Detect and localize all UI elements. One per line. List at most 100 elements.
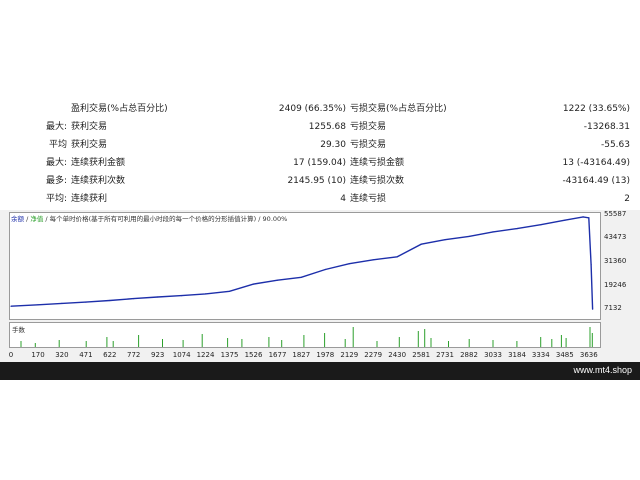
x-tick-label: 3636: [579, 351, 598, 359]
balance-point: [348, 263, 350, 265]
y-tick-label: 55587: [604, 209, 627, 218]
volume-bar: [58, 340, 60, 347]
balance-point: [588, 217, 590, 219]
stat-loss-name: 连续亏损金额: [350, 158, 405, 168]
balance-point: [61, 302, 63, 304]
statistics-table: 盈利交易(%占总百分比) 2409 (66.35%) 亏损交易(%占总百分比) 122…: [0, 100, 640, 210]
x-tick-label: 1074: [172, 351, 191, 359]
volume-chart-plot: [20, 327, 593, 347]
balance-point: [396, 256, 398, 258]
stat-win-value: 29.30: [320, 140, 346, 150]
x-tick-label: 3334: [531, 351, 550, 359]
x-tick-label: 923: [151, 351, 165, 359]
y-tick-label: 31360: [604, 257, 627, 265]
balance-point: [444, 239, 446, 241]
volume-bar: [85, 341, 87, 347]
volume-bar: [448, 341, 449, 347]
volume-bar: [34, 343, 36, 347]
volume-bar: [20, 341, 22, 347]
balance-point: [85, 301, 87, 303]
x-tick-label: 1224: [196, 351, 215, 359]
stat-win-value: 1255.68: [308, 122, 346, 132]
balance-point: [372, 259, 374, 261]
stat-win-name: 盈利交易(%占总百分比): [71, 104, 168, 114]
y-tick-label: 43473: [604, 233, 627, 242]
balance-point: [109, 299, 111, 302]
volume-bar: [551, 339, 553, 347]
balance-point: [276, 279, 279, 281]
x-tick-label: 1978: [316, 351, 335, 359]
volume-bar: [516, 341, 518, 347]
balance-point: [181, 295, 183, 297]
stat-loss-value: -55.63: [600, 140, 630, 150]
stat-loss-name: 亏损交易(%占总百分比): [350, 104, 447, 114]
volume-bar: [589, 327, 591, 347]
balance-point: [564, 219, 566, 221]
volume-bar: [417, 331, 419, 347]
stat-loss-value: -43164.49 (13): [562, 176, 630, 186]
x-tick-label: 2731: [436, 351, 454, 359]
stat-loss-value: 2: [624, 194, 630, 204]
x-tick-label: 2129: [340, 351, 359, 359]
balance-line: [10, 216, 594, 310]
balance-point: [468, 235, 470, 237]
stat-row: 最大: 获利交易 1255.68 亏损交易 -13268.31: [0, 118, 640, 136]
balance-point: [590, 264, 592, 266]
stat-prefix: 最大:: [45, 158, 67, 168]
x-tick-label: 0: [8, 351, 14, 359]
stat-row: 盈利交易(%占总百分比) 2409 (66.35%) 亏损交易(%占总百分比) 122…: [0, 100, 640, 118]
balance-point: [133, 298, 135, 300]
stat-win-name: 获利交易: [71, 140, 108, 150]
stat-prefix: 平均: [48, 140, 67, 150]
x-tick-label: 1677: [268, 351, 287, 359]
volume-label: 手数: [12, 326, 25, 334]
balance-point: [516, 228, 518, 230]
volume-bar: [241, 339, 243, 347]
stat-row: 最大: 连续获利金额 17 (159.04) 连续亏损金额 13 (-43164.49): [0, 154, 640, 172]
stat-prefix: 最大:: [45, 122, 67, 132]
stat-loss-value: 13 (-43164.49): [562, 158, 630, 168]
x-tick-label: 2430: [388, 351, 407, 359]
volume-bar: [201, 334, 203, 347]
x-tick-label: 170: [31, 351, 45, 359]
stat-win-name: 连续获利金额: [71, 158, 126, 168]
site-watermark: www.mt4.shop: [573, 365, 632, 375]
balance-point: [37, 304, 39, 306]
volume-bar: [138, 335, 140, 347]
stat-row: 最多: 连续获利次数 2145.95 (10) 连续亏损次数 -43164.49 (13…: [0, 172, 640, 190]
stat-loss-name: 连续亏损次数: [350, 176, 405, 186]
x-tick-label: 1526: [244, 351, 263, 359]
balance-point: [592, 308, 594, 310]
x-tick-label: 622: [103, 351, 117, 359]
volume-bar: [182, 340, 184, 347]
volume-bar: [227, 338, 229, 347]
stat-loss-name: 亏损交易: [350, 122, 387, 132]
balance-point: [300, 276, 302, 278]
volume-bar: [344, 339, 346, 347]
volume-bar: [324, 333, 326, 347]
x-tick-label: 3485: [555, 351, 574, 359]
stat-win-value: 2145.95 (10): [287, 176, 346, 186]
volume-bar: [268, 337, 270, 347]
balance-point: [420, 243, 422, 245]
stat-win-name: 获利交易: [71, 122, 108, 132]
balance-point: [157, 296, 159, 298]
volume-bar: [106, 337, 108, 347]
volume-bar: [112, 341, 114, 347]
volume-bar: [162, 339, 163, 347]
x-tick-label: 3184: [508, 351, 526, 359]
x-tick-label: 2882: [460, 351, 478, 359]
legend-separator: /: [24, 215, 31, 223]
stat-win-value: 2409 (66.35%): [278, 104, 346, 114]
x-tick-label: 772: [127, 351, 141, 359]
volume-bar: [468, 339, 470, 347]
legend-balance: 余额: [11, 215, 24, 223]
volume-bar: [376, 341, 378, 347]
volume-bar: [303, 335, 305, 347]
chart-legend: 余额 / 净值 / 每个单时价格(基于所有可利用的最小时段的每一个价格的分形插值…: [11, 213, 287, 223]
x-tick-label: 2581: [412, 351, 431, 359]
stat-row: 平均: 连续获利 4 连续亏损 2: [0, 190, 640, 208]
legend-equity: 净值: [30, 215, 44, 223]
stat-row: 平均 获利交易 29.30 亏损交易 -55.63: [0, 136, 640, 154]
stat-win-value: 4: [340, 194, 346, 204]
